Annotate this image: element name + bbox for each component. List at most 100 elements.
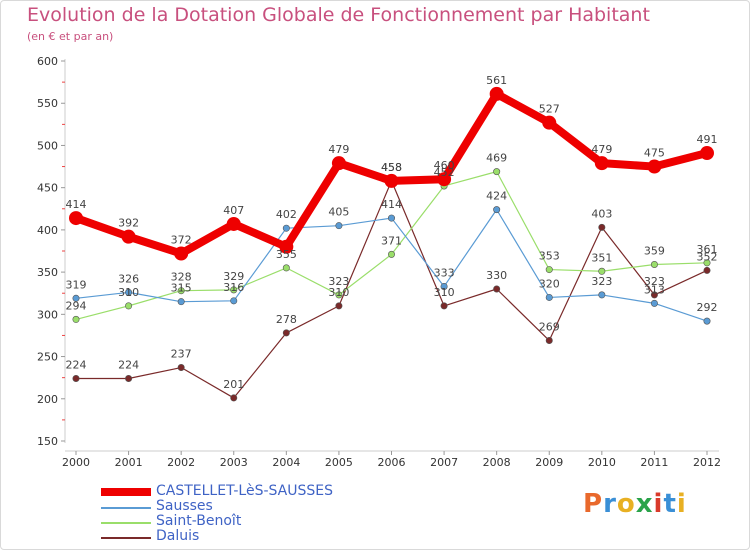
data-point [650, 299, 658, 307]
data-label: 392 [118, 217, 139, 230]
data-point [282, 264, 290, 272]
logo-letter: i [676, 489, 687, 519]
legend-label: Daluis [156, 528, 200, 544]
data-point [230, 297, 238, 305]
data-point [121, 229, 136, 244]
data-point [72, 315, 80, 323]
data-point [598, 291, 606, 299]
data-label: 313 [644, 283, 665, 296]
data-point [335, 222, 343, 230]
y-tick-label: 200 [37, 393, 58, 406]
data-label: 403 [591, 207, 612, 220]
legend-item: Saint-Benoît [101, 513, 501, 530]
x-tick-label: 2002 [167, 456, 195, 469]
data-label: 469 [486, 152, 507, 165]
data-label: 352 [697, 250, 718, 263]
logo-letter: i [653, 489, 664, 519]
data-point [125, 302, 133, 310]
data-label: 237 [171, 348, 192, 361]
data-label: 359 [644, 245, 665, 258]
data-label: 452 [434, 166, 455, 179]
y-tick-label: 150 [37, 435, 58, 448]
data-label: 269 [539, 321, 560, 334]
chart-subtitle: (en € et par an) [27, 30, 114, 43]
data-point [703, 259, 711, 267]
data-label: 527 [539, 103, 560, 116]
data-point [437, 172, 452, 187]
chart-legend: CASTELLET-LèS-SAUSSES Sausses Saint-Benoît… [101, 483, 501, 545]
data-point [493, 206, 501, 214]
data-point [125, 375, 133, 383]
data-label: 371 [381, 234, 402, 247]
data-label: 201 [223, 378, 244, 391]
data-point [72, 294, 80, 302]
data-label: 323 [644, 275, 665, 288]
data-point [387, 250, 395, 258]
data-label: 372 [171, 234, 192, 247]
data-label: 475 [644, 147, 665, 160]
x-tick-label: 2010 [588, 456, 616, 469]
data-point [282, 224, 290, 232]
y-tick-label: 500 [37, 139, 58, 152]
data-point [177, 298, 185, 306]
x-tick-label: 2012 [693, 456, 721, 469]
data-point [335, 302, 343, 310]
legend-item: Daluis [101, 528, 501, 545]
data-label: 351 [591, 251, 612, 264]
data-label: 224 [118, 359, 139, 372]
data-point [493, 285, 501, 293]
logo-letter: P [583, 489, 604, 519]
data-label: 316 [223, 281, 244, 294]
y-tick-label: 350 [37, 266, 58, 279]
x-tick-label: 2008 [483, 456, 511, 469]
data-point [331, 156, 346, 171]
data-label: 323 [328, 275, 349, 288]
data-point [282, 329, 290, 337]
legend-swatch [101, 537, 151, 539]
data-label: 326 [118, 272, 139, 285]
legend-swatch [101, 507, 151, 509]
data-point [700, 146, 714, 161]
data-label: 310 [118, 286, 139, 299]
logo-letter: o [616, 489, 636, 519]
data-point [177, 364, 185, 372]
x-tick-label: 2011 [640, 456, 668, 469]
data-point [177, 287, 185, 295]
data-label: 310 [434, 286, 455, 299]
data-label: 479 [328, 143, 349, 156]
data-label: 460 [434, 159, 455, 172]
x-tick-label: 2004 [272, 456, 300, 469]
y-tick-label: 600 [37, 55, 58, 68]
legend-label: Sausses [156, 498, 213, 514]
logo-letter: x [635, 489, 654, 519]
data-label: 224 [66, 359, 87, 372]
legend-swatch [101, 488, 151, 496]
x-tick-label: 2007 [430, 456, 458, 469]
data-point [545, 337, 553, 345]
y-tick-label: 550 [37, 97, 58, 110]
legend-item: Sausses [101, 498, 501, 515]
data-label: 292 [697, 301, 718, 314]
data-label: 310 [328, 286, 349, 299]
data-label: 294 [66, 299, 87, 312]
data-point [542, 115, 557, 130]
data-point [545, 266, 553, 274]
data-label: 479 [591, 143, 612, 156]
data-label: 320 [539, 277, 560, 290]
chart-title: Evolution de la Dotation Globale de Fonc… [27, 4, 650, 26]
data-point [650, 261, 658, 269]
data-point [69, 211, 83, 226]
data-point [72, 375, 80, 383]
data-label: 353 [539, 250, 560, 263]
data-point [230, 394, 238, 402]
data-label: 361 [697, 243, 718, 256]
data-point [594, 156, 609, 171]
data-point [489, 86, 504, 101]
data-point [230, 286, 238, 294]
legend-label: Saint-Benoît [156, 513, 242, 529]
data-label: 561 [486, 74, 507, 87]
y-tick-label: 450 [37, 182, 58, 195]
data-point [703, 317, 711, 325]
data-label: 328 [171, 271, 192, 284]
